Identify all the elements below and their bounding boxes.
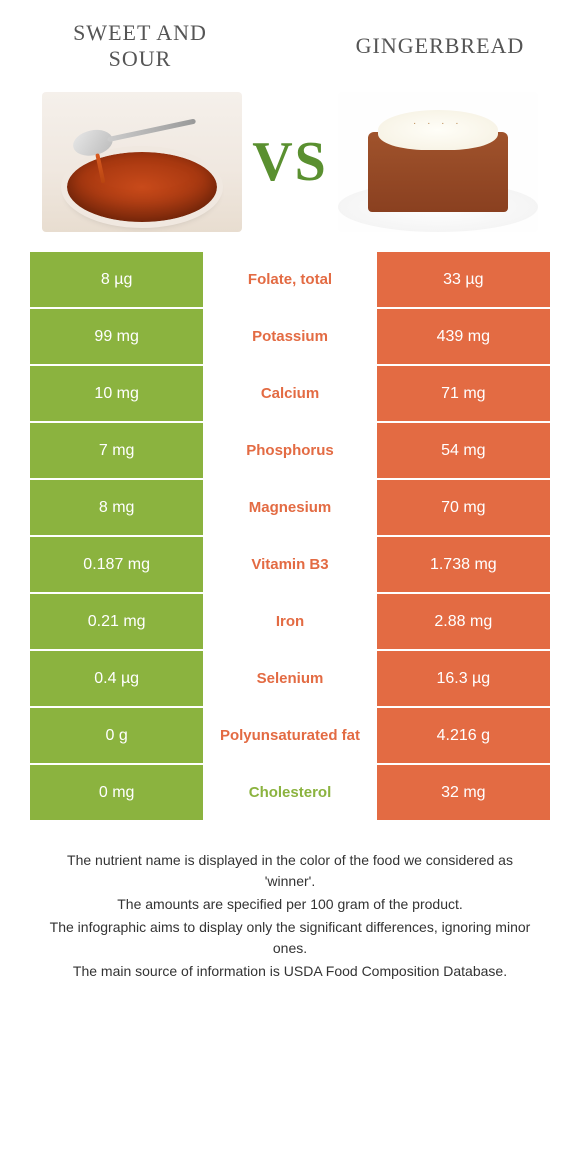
left-value: 0.4 µg — [30, 651, 203, 706]
left-value: 99 mg — [30, 309, 203, 364]
nutrient-comparison-table: 8 µgFolate, total33 µg99 mgPotassium439 … — [30, 252, 550, 820]
footer-line: The infographic aims to display only the… — [40, 917, 540, 959]
vs-label: VS — [252, 130, 328, 194]
footer-line: The nutrient name is displayed in the co… — [40, 850, 540, 892]
nutrient-name: Polyunsaturated fat — [203, 708, 376, 763]
left-food-title: Sweet and Sour — [40, 20, 240, 72]
right-value: 439 mg — [377, 309, 550, 364]
sweet-and-sour-image — [42, 92, 242, 232]
nutrient-name: Vitamin B3 — [203, 537, 376, 592]
right-value: 71 mg — [377, 366, 550, 421]
nutrient-name: Potassium — [203, 309, 376, 364]
right-value: 54 mg — [377, 423, 550, 478]
nutrient-name: Iron — [203, 594, 376, 649]
footer-line: The amounts are specified per 100 gram o… — [40, 894, 540, 915]
nutrient-name: Cholesterol — [203, 765, 376, 820]
left-value: 8 µg — [30, 252, 203, 307]
right-value: 70 mg — [377, 480, 550, 535]
nutrient-name: Calcium — [203, 366, 376, 421]
left-value: 0.187 mg — [30, 537, 203, 592]
footer-line: The main source of information is USDA F… — [40, 961, 540, 982]
table-row: 10 mgCalcium71 mg — [30, 366, 550, 421]
table-row: 0.187 mgVitamin B31.738 mg — [30, 537, 550, 592]
table-row: 7 mgPhosphorus54 mg — [30, 423, 550, 478]
right-value: 16.3 µg — [377, 651, 550, 706]
right-value: 4.216 g — [377, 708, 550, 763]
right-value: 33 µg — [377, 252, 550, 307]
left-value: 8 mg — [30, 480, 203, 535]
table-row: 99 mgPotassium439 mg — [30, 309, 550, 364]
table-row: 0 gPolyunsaturated fat4.216 g — [30, 708, 550, 763]
table-row: 0 mgCholesterol32 mg — [30, 765, 550, 820]
nutrient-name: Folate, total — [203, 252, 376, 307]
left-value: 0 g — [30, 708, 203, 763]
table-row: 8 µgFolate, total33 µg — [30, 252, 550, 307]
comparison-header: Sweet and Sour Gingerbread — [10, 20, 570, 72]
left-value: 0.21 mg — [30, 594, 203, 649]
right-food-title: Gingerbread — [340, 33, 540, 59]
footer-notes: The nutrient name is displayed in the co… — [10, 850, 570, 982]
right-value: 32 mg — [377, 765, 550, 820]
table-row: 0.21 mgIron2.88 mg — [30, 594, 550, 649]
nutrient-name: Magnesium — [203, 480, 376, 535]
left-value: 10 mg — [30, 366, 203, 421]
table-row: 0.4 µgSelenium16.3 µg — [30, 651, 550, 706]
images-row: VS — [10, 92, 570, 232]
nutrient-name: Selenium — [203, 651, 376, 706]
right-value: 1.738 mg — [377, 537, 550, 592]
gingerbread-image — [338, 92, 538, 232]
left-value: 7 mg — [30, 423, 203, 478]
table-row: 8 mgMagnesium70 mg — [30, 480, 550, 535]
right-value: 2.88 mg — [377, 594, 550, 649]
left-value: 0 mg — [30, 765, 203, 820]
nutrient-name: Phosphorus — [203, 423, 376, 478]
